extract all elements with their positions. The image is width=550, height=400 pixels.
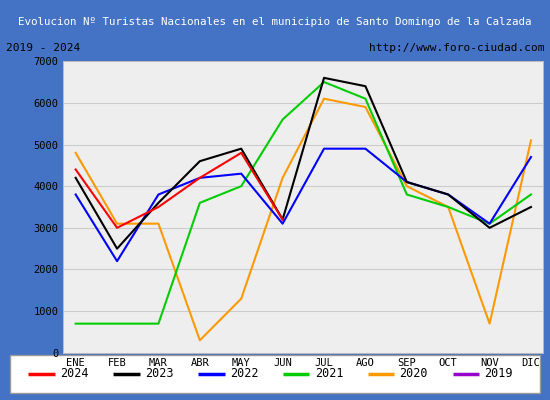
Text: http://www.foro-ciudad.com: http://www.foro-ciudad.com — [369, 43, 544, 53]
Text: 2024: 2024 — [60, 367, 89, 380]
Text: 2021: 2021 — [315, 367, 343, 380]
Text: 2019 - 2024: 2019 - 2024 — [6, 43, 80, 53]
Text: 2020: 2020 — [400, 367, 428, 380]
Text: 2019: 2019 — [485, 367, 513, 380]
Text: 2022: 2022 — [230, 367, 258, 380]
Text: 2023: 2023 — [145, 367, 174, 380]
Text: Evolucion Nº Turistas Nacionales en el municipio de Santo Domingo de la Calzada: Evolucion Nº Turistas Nacionales en el m… — [18, 17, 532, 27]
